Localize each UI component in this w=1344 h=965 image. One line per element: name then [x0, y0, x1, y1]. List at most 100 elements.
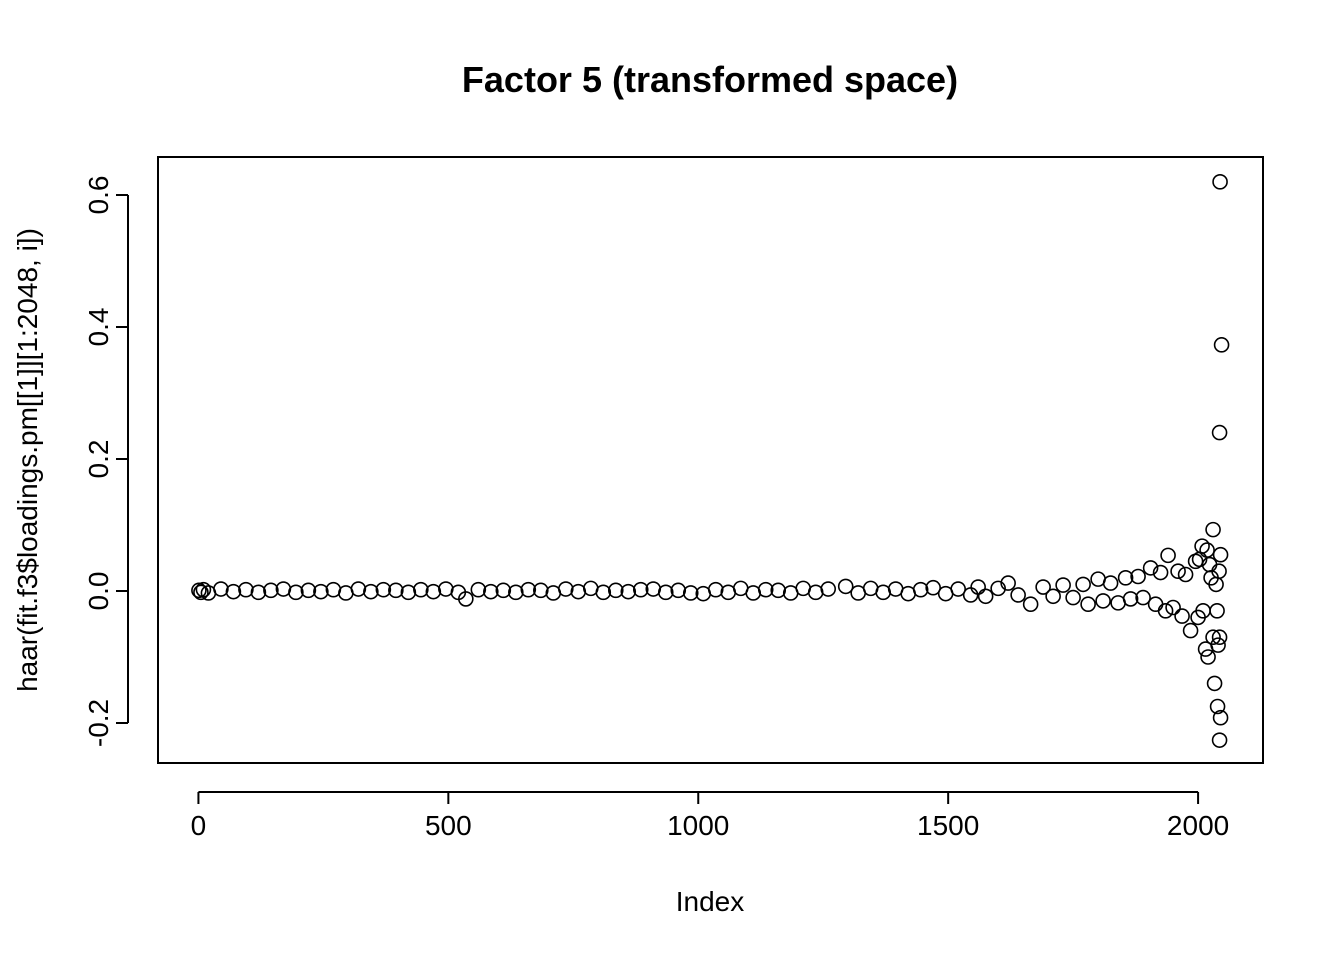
point	[1035, 579, 1051, 595]
point	[1182, 622, 1199, 639]
point	[977, 588, 994, 605]
point	[520, 581, 537, 598]
point	[1206, 675, 1223, 692]
y-axis-label: haar(fit.f3$loadings.pm[[1]][1:2048, i])	[12, 228, 43, 692]
point	[970, 579, 986, 595]
point	[770, 582, 787, 599]
point	[238, 581, 254, 598]
point	[483, 583, 499, 600]
point	[1075, 576, 1091, 593]
point	[1165, 599, 1181, 616]
point	[1130, 568, 1146, 585]
point	[1209, 698, 1226, 715]
point	[1045, 588, 1061, 605]
point	[288, 584, 304, 601]
x-tick-label: 1500	[917, 810, 979, 841]
point	[1211, 424, 1228, 441]
point	[837, 578, 854, 595]
point	[1205, 629, 1221, 646]
x-tick-label: 2000	[1167, 810, 1229, 841]
point	[1211, 563, 1227, 580]
point	[1211, 629, 1228, 646]
y-tick-label: 0.0	[83, 572, 114, 611]
y-tick-label: 0.2	[83, 440, 114, 479]
point	[1199, 542, 1215, 558]
point	[1080, 596, 1096, 613]
point	[1142, 560, 1159, 576]
point	[313, 583, 329, 600]
y-tick-label: -0.2	[83, 699, 114, 747]
point	[193, 584, 209, 601]
point	[1022, 596, 1039, 613]
point	[1200, 649, 1216, 665]
point	[1055, 577, 1071, 593]
point	[1194, 538, 1210, 554]
point	[1152, 564, 1169, 581]
point	[1205, 521, 1221, 538]
point	[632, 581, 649, 598]
point	[363, 583, 379, 600]
point	[1095, 593, 1111, 609]
point	[912, 581, 929, 598]
point	[413, 581, 429, 598]
point	[707, 581, 724, 598]
point	[595, 584, 612, 601]
point	[1212, 709, 1229, 726]
x-axis-label: Index	[676, 886, 745, 917]
point	[1160, 547, 1176, 564]
point	[657, 584, 674, 601]
point	[1209, 603, 1225, 619]
point	[620, 583, 637, 600]
x-tick-label: 1000	[667, 810, 729, 841]
point	[1170, 563, 1186, 580]
point	[375, 581, 392, 598]
point	[1213, 337, 1230, 353]
point	[1210, 637, 1226, 653]
point	[508, 584, 524, 601]
point	[250, 584, 267, 601]
point	[425, 583, 442, 600]
point	[1065, 589, 1081, 606]
point	[1212, 546, 1229, 563]
point	[495, 582, 512, 599]
point	[1174, 608, 1190, 624]
point	[670, 582, 687, 599]
point	[1212, 174, 1228, 190]
point	[225, 583, 242, 600]
point	[1117, 570, 1134, 586]
point	[1000, 575, 1016, 591]
point	[557, 581, 574, 597]
point	[400, 584, 417, 601]
point	[990, 580, 1006, 597]
point	[533, 582, 549, 599]
point	[1157, 603, 1174, 619]
y-tick-label: 0.4	[83, 308, 114, 347]
point	[458, 591, 474, 607]
point	[1177, 566, 1194, 583]
point	[1211, 732, 1228, 748]
point	[300, 582, 317, 599]
point	[213, 581, 229, 597]
point	[682, 585, 699, 601]
y-tick-label: 0.6	[83, 176, 114, 215]
plot-frame	[157, 156, 1264, 764]
point	[820, 581, 837, 597]
point	[1010, 587, 1026, 603]
point	[350, 581, 367, 597]
point	[1102, 575, 1119, 591]
point	[470, 581, 487, 598]
x-tick-label: 0	[191, 810, 207, 841]
point	[757, 581, 774, 598]
x-tick-label: 500	[425, 810, 472, 841]
point	[925, 579, 941, 596]
point	[1122, 591, 1139, 607]
chart-title: Factor 5 (transformed space)	[462, 59, 958, 100]
point	[388, 582, 404, 599]
point	[1135, 589, 1151, 606]
point	[263, 582, 279, 599]
point	[607, 582, 624, 599]
point	[950, 581, 966, 597]
